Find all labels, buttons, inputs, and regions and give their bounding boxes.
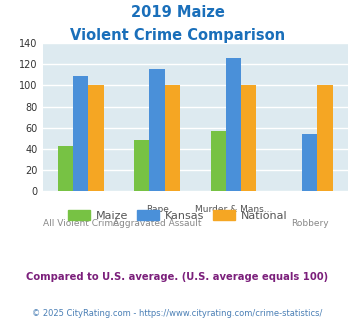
Text: Rape: Rape	[146, 205, 169, 214]
Bar	[58, 146, 73, 191]
Bar	[226, 58, 241, 191]
Bar	[88, 85, 104, 191]
Text: Violent Crime Comparison: Violent Crime Comparison	[70, 28, 285, 43]
Text: All Violent Crime: All Violent Crime	[43, 219, 119, 228]
Text: Aggravated Assault: Aggravated Assault	[113, 219, 201, 228]
Text: Compared to U.S. average. (U.S. average equals 100): Compared to U.S. average. (U.S. average …	[26, 272, 329, 282]
Bar	[317, 85, 333, 191]
Bar	[165, 85, 180, 191]
Text: © 2025 CityRating.com - https://www.cityrating.com/crime-statistics/: © 2025 CityRating.com - https://www.city…	[32, 309, 323, 317]
Bar	[241, 85, 256, 191]
Bar	[149, 69, 165, 191]
Legend: Maize, Kansas, National: Maize, Kansas, National	[63, 206, 292, 225]
Bar	[211, 131, 226, 191]
Text: 2019 Maize: 2019 Maize	[131, 5, 224, 20]
Bar	[302, 134, 317, 191]
Text: Robbery: Robbery	[291, 219, 328, 228]
Text: Murder & Mans...: Murder & Mans...	[195, 205, 272, 214]
Bar	[73, 76, 88, 191]
Bar	[134, 141, 149, 191]
